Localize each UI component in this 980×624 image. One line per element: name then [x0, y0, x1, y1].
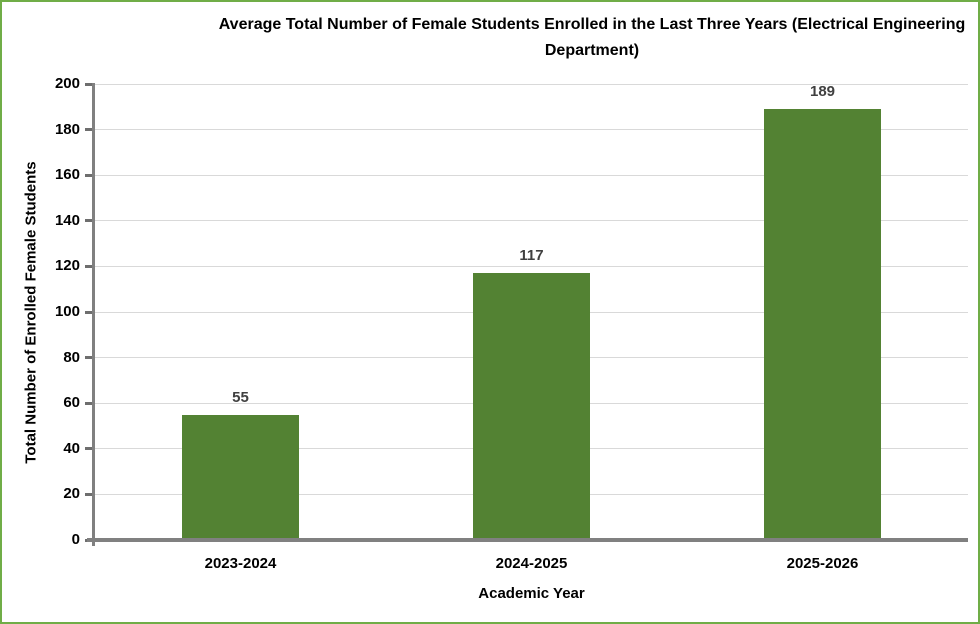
- y-tick-label: 100: [54, 303, 80, 320]
- y-axis-title: Total Number of Enrolled Female Students: [16, 84, 46, 540]
- y-tick: [85, 356, 92, 360]
- y-axis-line: [92, 83, 95, 546]
- bar-value-label: 55: [232, 388, 249, 406]
- gridline: [95, 83, 968, 85]
- y-tick-label: 0: [71, 531, 80, 548]
- y-tick: [85, 264, 92, 268]
- gridline: [95, 265, 968, 267]
- y-tick: [85, 82, 92, 86]
- x-category-labels-row: 2023-2024 2024-2025 2025-2026: [95, 554, 968, 574]
- y-tick-label: 160: [54, 166, 80, 184]
- y-tick-label: 200: [54, 75, 80, 92]
- gridline: [95, 220, 968, 222]
- gridline: [95, 129, 968, 131]
- x-category-label: 2024-2025: [495, 555, 568, 572]
- y-tick-label: 80: [63, 348, 80, 366]
- y-tick-label: 140: [54, 211, 80, 229]
- y-tick-label: 20: [63, 485, 80, 503]
- y-tick: [85, 310, 92, 314]
- y-tick: [85, 447, 92, 451]
- bar-value-label: 189: [809, 83, 836, 101]
- bar: [182, 414, 299, 540]
- x-category-label: 2025-2026: [786, 555, 859, 572]
- bar-value-label: 117: [519, 247, 544, 265]
- x-category-label: 2023-2024: [204, 555, 277, 572]
- y-tick-label: 40: [63, 439, 80, 457]
- plot-area: 0 20 40 60 80 100 120 140 160 180 200 55 117 189: [55, 75, 968, 548]
- y-tick: [85, 219, 92, 223]
- x-axis-line: [87, 538, 968, 542]
- chart-title: Average Total Number of Female Students …: [218, 16, 966, 59]
- y-tick: [85, 128, 92, 132]
- y-tick-label: 180: [54, 120, 80, 138]
- y-tick: [85, 173, 92, 177]
- gridline: [95, 174, 968, 176]
- y-tick-label: 120: [54, 257, 80, 275]
- bar: [473, 273, 590, 540]
- bar: [764, 109, 881, 540]
- y-tick: [85, 492, 92, 496]
- y-tick-label: 60: [63, 394, 80, 412]
- x-axis-title: Academic Year: [478, 585, 585, 602]
- y-tick: [85, 401, 92, 405]
- y-axis-title-text: Total Number of Enrolled Female Students: [22, 160, 40, 464]
